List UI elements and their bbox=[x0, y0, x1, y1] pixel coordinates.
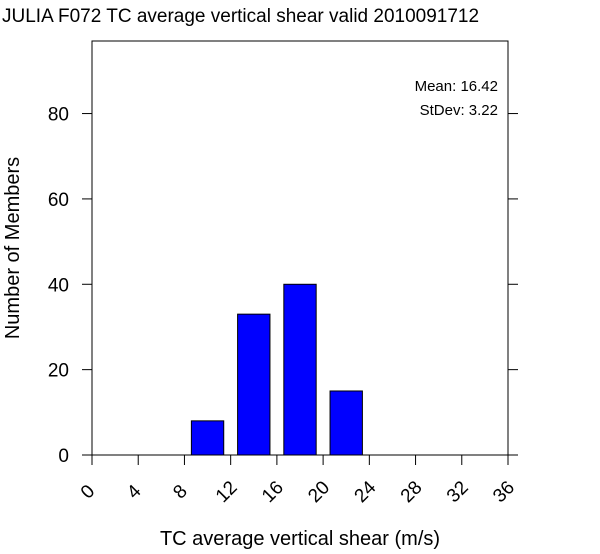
histogram-bar bbox=[237, 313, 271, 456]
y-axis-ticks: 0 20 40 60 80 bbox=[48, 105, 518, 467]
histogram-bar bbox=[190, 420, 225, 456]
x-tick-label: 20 bbox=[304, 477, 334, 507]
x-tick-label: 32 bbox=[443, 477, 473, 507]
bars-group bbox=[190, 283, 363, 456]
y-tick-label: 0 bbox=[58, 446, 69, 467]
x-axis-label: TC average vertical shear (m/s) bbox=[160, 528, 440, 550]
x-axis-ticks: 0 4 8 12 16 20 24 28 32 36 bbox=[77, 455, 519, 507]
x-tick-label: 16 bbox=[258, 477, 288, 507]
chart-title: JULIA F072 TC average vertical shear val… bbox=[2, 6, 479, 27]
y-tick-label: 60 bbox=[48, 190, 69, 211]
x-tick-label: 36 bbox=[489, 477, 519, 507]
stdev-annotation: StDev: 3.22 bbox=[420, 102, 498, 119]
y-tick-label: 80 bbox=[48, 105, 69, 126]
x-tick-label: 0 bbox=[77, 481, 99, 503]
histogram-bar bbox=[329, 390, 363, 456]
x-tick-label: 28 bbox=[397, 477, 427, 507]
y-tick-label: 40 bbox=[48, 275, 69, 296]
x-tick-label: 4 bbox=[123, 481, 146, 504]
mean-annotation: Mean: 16.42 bbox=[415, 78, 498, 95]
x-tick-label: 8 bbox=[169, 481, 191, 503]
x-tick-label: 12 bbox=[212, 477, 242, 507]
histogram-bar bbox=[283, 283, 317, 456]
y-tick-label: 20 bbox=[48, 361, 69, 382]
x-tick-label: 24 bbox=[351, 477, 381, 507]
y-axis-label: Number of Members bbox=[2, 157, 24, 339]
